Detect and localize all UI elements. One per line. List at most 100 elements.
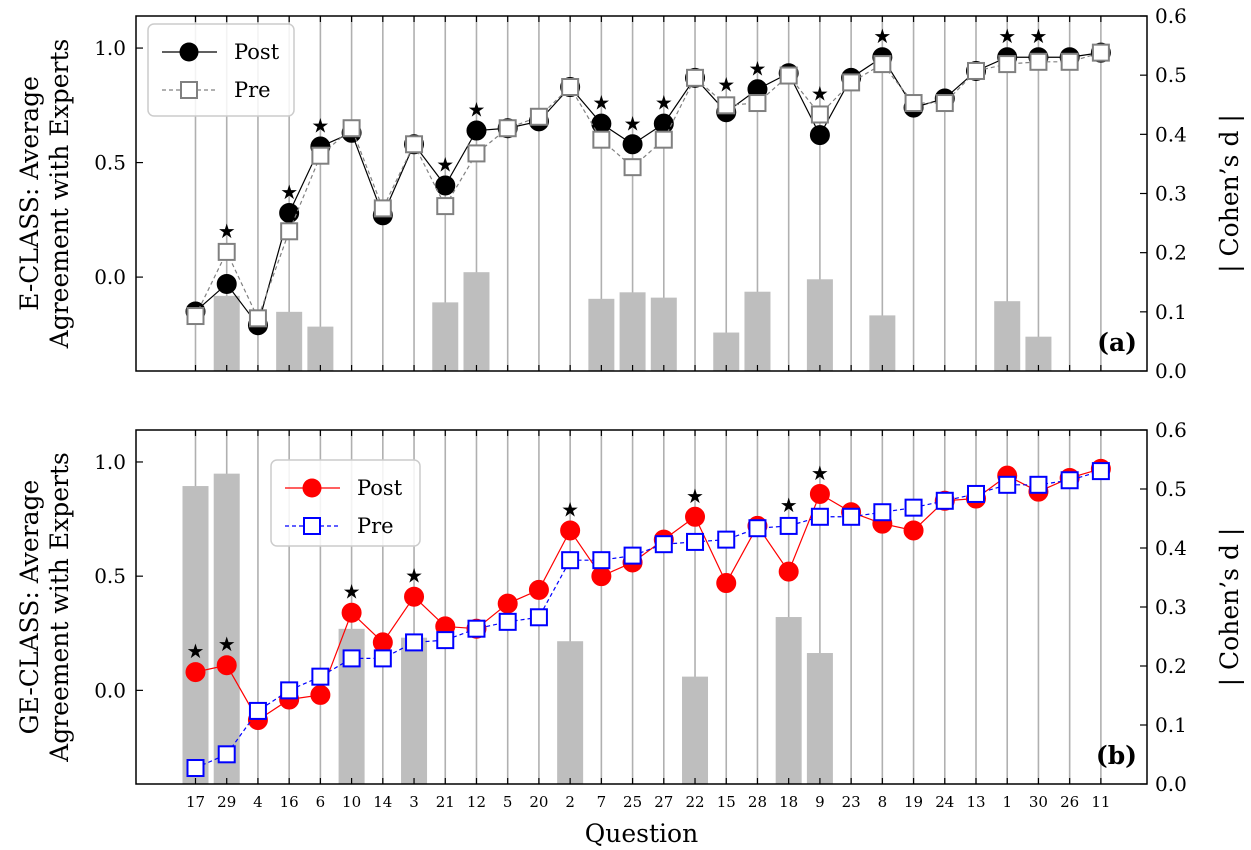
point-pre-30 [1029,475,1048,494]
point-pre-11 [1091,462,1110,481]
legend: Post Pre [270,459,421,547]
line-pre [194,52,1102,320]
bar-12 [463,272,490,371]
point-pre-30 [1029,52,1048,71]
point-pre-23 [842,507,861,526]
y2tick-label: 0.1 [1155,300,1187,324]
star-9: ★ [811,461,829,485]
y-axis-title-line: GE-CLASS: Average [15,480,44,735]
star-15: ★ [717,72,735,96]
point-pre-29 [217,745,236,764]
legend: Post Pre [147,23,295,117]
gridlines [194,16,1102,371]
y-axis-left-ticks: 0.0 0.5 1.0 [94,36,143,289]
xtick-label: 19 [904,793,923,811]
point-pre-20 [529,608,548,627]
point-post-17 [185,662,206,683]
xtick-label: 1 [1002,793,1012,811]
bar-25 [619,292,646,371]
legend-label: Post [357,476,403,500]
xtick-label: 6 [316,793,326,811]
point-pre-1 [998,475,1017,494]
point-pre-6 [311,667,330,686]
point-pre-1 [998,55,1017,74]
point-pre-18 [779,516,798,535]
star-22: ★ [686,484,704,508]
bar-8 [869,315,896,371]
star-21: ★ [436,152,454,176]
point-pre-9 [810,507,829,526]
star-1: ★ [998,24,1016,48]
xtick-label: 10 [342,793,361,811]
bar-6 [307,326,334,371]
ytick-label: 1.0 [94,450,126,474]
star-12: ★ [468,98,486,122]
x-axis-title: Question [585,819,698,848]
point-post-27 [653,113,674,134]
xtick-label: 28 [748,793,767,811]
point-post-6 [310,684,331,705]
ytick-label: 0.5 [94,564,126,588]
point-pre-2 [561,78,580,96]
y-axis-left-ticks: 0.0 0.5 1.0 [94,450,143,702]
point-post-3 [404,586,425,607]
point-post-22 [685,506,706,527]
panel-label: (b) [1096,741,1137,770]
point-pre-21 [436,197,455,216]
y2tick-label: 0.0 [1155,772,1187,796]
xtick-label: 9 [815,793,825,811]
point-pre-12 [467,144,486,163]
star-25: ★ [624,111,642,135]
bar-2 [557,641,584,784]
xtick-label: 16 [280,793,299,811]
xtick-label: 26 [1060,793,1079,811]
point-pre-5 [498,119,517,138]
ytick-label: 1.0 [94,36,126,60]
point-pre-26 [1060,471,1079,490]
y2tick-label: 0.2 [1155,654,1187,678]
point-pre-19 [904,94,923,113]
xtick-label: 30 [1029,793,1048,811]
xtick-label: 25 [623,793,642,811]
y-axis-title: E-CLASS: AverageAgreement with Experts [15,39,74,350]
bar-7 [588,298,615,371]
ytick-label: 0.0 [94,265,126,289]
line-post [195,52,1101,327]
xtick-label: 11 [1091,793,1110,811]
point-pre-23 [842,73,861,92]
point-post-2 [560,520,581,541]
point-pre-17 [186,759,205,778]
bar-21 [432,302,459,371]
star-18: ★ [780,493,798,517]
point-pre-3 [405,633,424,652]
ytick-label: 0.0 [94,678,126,702]
legend-label: Pre [234,78,271,102]
y-axis-title-line: E-CLASS: Average [15,76,44,311]
panel-label: (a) [1097,328,1137,357]
y2tick-label: 0.6 [1155,418,1187,442]
point-pre-4 [248,309,267,328]
point-pre-28 [748,94,767,113]
point-post-15 [716,573,737,594]
point-pre-8 [873,503,892,522]
point-pre-19 [904,498,923,517]
y-axis-title: GE-CLASS: AverageAgreement with Experts [15,452,74,763]
point-pre-25 [623,546,642,565]
y2tick-label: 0.3 [1155,182,1187,206]
point-post-10 [341,602,362,623]
xtick-label: 20 [529,793,548,811]
legend-box [147,23,295,117]
series-pre [186,43,1110,328]
point-post-9 [809,125,830,146]
point-pre-26 [1060,52,1079,71]
point-pre-11 [1091,43,1110,62]
y2tick-label: 0.1 [1155,713,1187,737]
star-16: ★ [280,180,298,204]
xtick-label: 8 [878,793,888,811]
star-17: ★ [187,639,205,663]
star-8: ★ [873,24,891,48]
y-axis-title-line: Agreement with Experts [45,39,74,350]
point-post-25 [622,134,643,155]
point-pre-27 [654,130,673,149]
xtick-label: 24 [935,793,954,811]
